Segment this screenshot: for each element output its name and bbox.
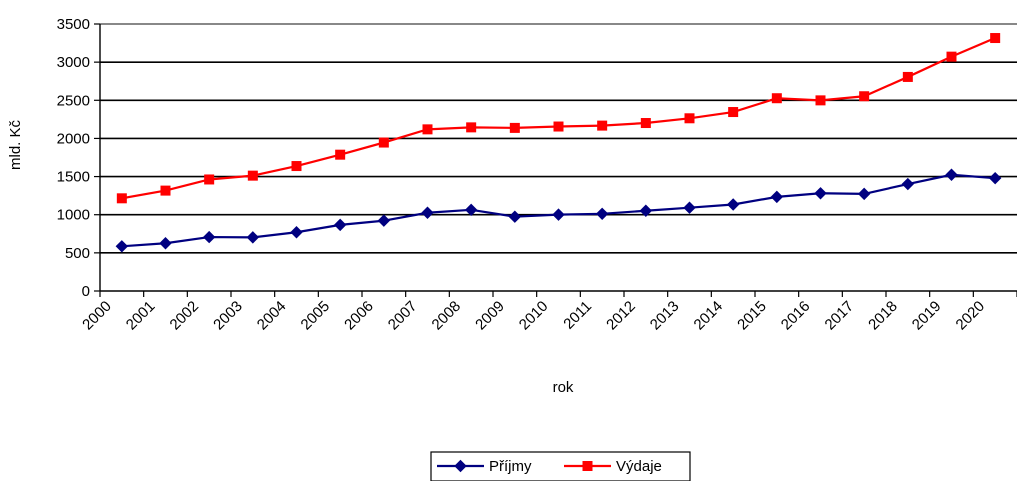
x-tick-label: 2013: [647, 298, 683, 334]
data-point-prijmy: [333, 218, 347, 232]
data-point-vydaje: [859, 91, 870, 102]
data-point-prijmy: [552, 208, 565, 221]
data-point-vydaje: [116, 193, 127, 204]
data-point-vydaje: [509, 122, 520, 133]
data-point-vydaje: [990, 33, 1001, 44]
data-point-vydaje: [946, 51, 957, 62]
data-point-vydaje: [422, 124, 433, 135]
data-point-vydaje: [291, 161, 302, 172]
legend-marker: [454, 459, 467, 473]
data-point-vydaje: [247, 170, 258, 181]
x-tick-label: 2000: [79, 298, 115, 334]
data-point-vydaje: [815, 95, 826, 106]
legend: Příjmy Výdaje: [430, 451, 691, 481]
y-tick-label: 3500: [57, 16, 90, 33]
data-point-vydaje: [597, 120, 608, 131]
x-tick-label: 2007: [385, 298, 421, 334]
data-point-vydaje: [553, 121, 564, 132]
y-tick-label: 2500: [57, 92, 90, 109]
axes: [94, 23, 1017, 297]
legend-item-vydaje: Výdaje: [564, 458, 662, 475]
y-axis-title: mld. Kč: [7, 119, 24, 170]
data-point-vydaje: [902, 71, 913, 82]
y-tick-label: 1500: [57, 169, 90, 186]
data-point-prijmy: [159, 237, 172, 250]
data-point-prijmy: [246, 231, 260, 244]
y-tick-label: 2000: [57, 130, 90, 147]
legend-marker: [582, 461, 593, 471]
x-tick-label: 2009: [472, 298, 508, 334]
data-point-vydaje: [771, 93, 782, 104]
legend-item-prijmy: Příjmy: [437, 458, 532, 475]
x-tick-label: 2020: [953, 298, 989, 334]
x-tick-label: 2012: [603, 298, 639, 334]
x-tick-label: 2002: [167, 298, 203, 334]
data-point-prijmy: [726, 198, 740, 211]
data-point-prijmy: [988, 171, 1002, 185]
data-point-vydaje: [466, 122, 477, 133]
data-point-vydaje: [204, 174, 215, 185]
x-tick-label: 2004: [254, 298, 290, 334]
legend-label: Příjmy: [489, 458, 532, 475]
data-point-prijmy: [683, 201, 696, 214]
data-point-prijmy: [814, 187, 827, 200]
data-point-prijmy: [290, 226, 303, 239]
x-tick-label: 2011: [560, 298, 595, 333]
y-tick-label: 3000: [57, 54, 90, 71]
data-point-prijmy: [464, 203, 478, 217]
x-tick-label: 2010: [516, 298, 552, 334]
x-tick-labels: 2000 2001 2002 2003 2004 2005 2006 2007 2008 2009…: [79, 298, 988, 334]
data-point-prijmy: [595, 207, 609, 221]
data-point-prijmy: [202, 230, 216, 244]
y-tick-label: 500: [65, 245, 90, 262]
x-tick-label: 2016: [778, 298, 814, 334]
data-point-prijmy: [857, 187, 871, 201]
x-tick-label: 2015: [734, 298, 770, 334]
series: [115, 33, 1002, 253]
data-point-prijmy: [945, 168, 958, 181]
x-tick-label: 2003: [210, 298, 246, 334]
x-tick-label: 2001: [123, 298, 159, 334]
data-point-vydaje: [378, 137, 389, 148]
y-tick-label: 1000: [57, 207, 90, 224]
data-point-vydaje: [728, 107, 739, 118]
y-tick-label: 0: [82, 283, 90, 300]
y-tick-labels: 0 500 1000 1500 2000 2500 3000 3500: [57, 16, 90, 300]
data-point-prijmy: [770, 190, 784, 204]
x-tick-label: 2018: [865, 298, 901, 334]
data-point-prijmy: [508, 210, 522, 223]
x-tick-label: 2006: [341, 298, 377, 334]
data-point-vydaje: [684, 113, 695, 124]
legend-label: Výdaje: [616, 458, 662, 475]
x-tick-label: 2019: [909, 298, 945, 334]
x-tick-label: 2008: [429, 298, 465, 334]
data-point-prijmy: [377, 214, 391, 227]
x-tick-label: 2005: [298, 298, 334, 334]
data-point-vydaje: [335, 149, 346, 160]
data-point-prijmy: [115, 240, 129, 253]
data-point-vydaje: [640, 118, 651, 129]
data-point-vydaje: [160, 185, 171, 196]
series-prijmy: [115, 168, 1002, 253]
data-point-prijmy: [639, 204, 653, 217]
data-point-prijmy: [421, 206, 434, 219]
x-tick-label: 2014: [691, 298, 727, 334]
x-tick-label: 2017: [822, 298, 858, 334]
data-point-prijmy: [901, 177, 915, 191]
series-vydaje: [116, 33, 1001, 204]
x-axis-title: rok: [553, 379, 574, 396]
